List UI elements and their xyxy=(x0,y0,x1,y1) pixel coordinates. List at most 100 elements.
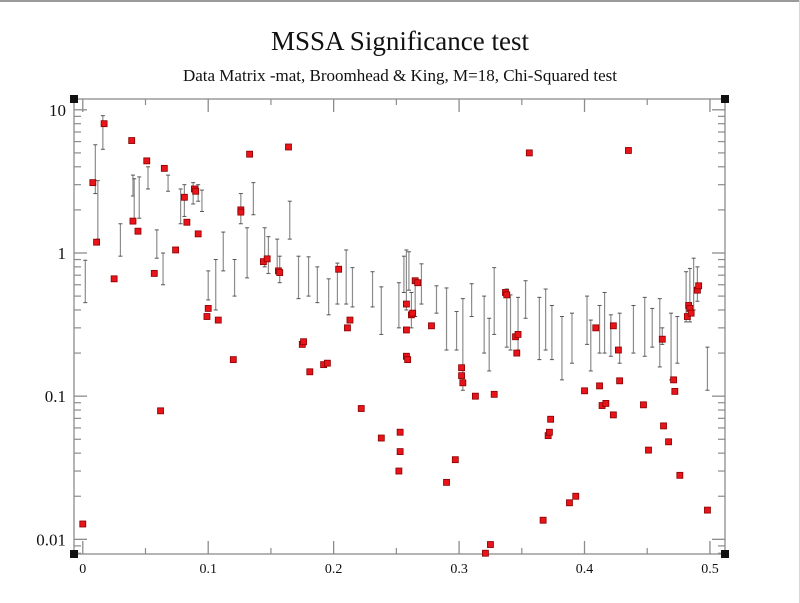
error-bar xyxy=(93,144,98,195)
x-axis: 0 0.1 0.2 0.3 0.4 0.5 xyxy=(79,99,719,577)
data-point xyxy=(704,506,711,514)
error-bar-series xyxy=(83,115,710,391)
y-tick-label: 10 xyxy=(49,101,66,120)
error-bar xyxy=(691,257,696,311)
data-point xyxy=(609,322,617,330)
x-tick-label: 0 xyxy=(79,562,86,577)
data-point xyxy=(357,405,365,412)
error-bar xyxy=(251,182,256,216)
error-bar xyxy=(154,229,159,259)
error-bar xyxy=(588,319,593,372)
y-tick-label: 0.01 xyxy=(36,530,66,549)
point-series xyxy=(79,120,711,557)
error-bar xyxy=(206,270,211,301)
y-tick-label: 1 xyxy=(58,244,67,263)
y-tick-label: 0.1 xyxy=(45,387,66,406)
y-axis: 0.01 0.1 1 10 xyxy=(36,101,725,554)
data-point xyxy=(134,227,142,235)
data-point xyxy=(660,422,667,430)
data-point xyxy=(671,387,679,395)
data-point xyxy=(203,313,211,320)
error-bar xyxy=(585,295,590,345)
data-point xyxy=(335,265,343,273)
data-point xyxy=(93,238,100,246)
error-bar xyxy=(508,294,513,351)
error-bar xyxy=(95,180,100,240)
plot-border xyxy=(73,98,726,555)
error-bar xyxy=(657,298,662,368)
error-bar xyxy=(406,251,411,291)
data-point xyxy=(581,387,588,395)
error-bar xyxy=(306,256,311,297)
error-bar xyxy=(245,227,250,279)
data-point xyxy=(616,377,624,385)
error-bar xyxy=(444,287,449,351)
chart-subtitle: Data Matrix -mat, Broomhead & King, M=18… xyxy=(182,66,618,85)
data-point xyxy=(490,390,498,398)
data-point xyxy=(513,349,521,357)
error-bar xyxy=(523,280,528,319)
error-bar xyxy=(315,266,320,304)
data-point xyxy=(214,316,222,324)
data-point xyxy=(658,335,666,343)
data-point xyxy=(609,411,617,419)
error-bar xyxy=(275,238,280,272)
data-point xyxy=(150,270,158,277)
error-bar xyxy=(379,286,384,335)
error-bar xyxy=(650,307,655,348)
data-point xyxy=(443,478,450,486)
data-point xyxy=(670,376,677,384)
error-bar xyxy=(543,288,548,351)
selection-handles xyxy=(70,95,729,558)
x-tick-label: 0.4 xyxy=(576,562,594,577)
window-top-border xyxy=(0,0,800,2)
x-tick-label: 0.2 xyxy=(325,562,343,577)
data-point xyxy=(128,137,136,144)
error-bar xyxy=(137,176,142,219)
error-bar xyxy=(569,312,574,364)
data-point xyxy=(547,415,555,423)
error-bar xyxy=(492,267,497,335)
error-bar xyxy=(199,189,204,212)
data-point xyxy=(625,147,632,154)
data-point xyxy=(676,471,684,479)
data-point xyxy=(204,305,212,312)
error-bar xyxy=(370,271,375,308)
data-point xyxy=(100,120,108,128)
error-bar xyxy=(232,259,237,297)
data-point xyxy=(183,218,191,226)
data-point xyxy=(566,499,573,507)
data-point xyxy=(404,356,412,364)
x-tick-label: 0.5 xyxy=(701,562,719,577)
data-point xyxy=(458,372,465,380)
data-point xyxy=(514,331,522,338)
data-point xyxy=(402,326,410,334)
data-point xyxy=(110,275,118,283)
data-point xyxy=(237,208,245,216)
data-point xyxy=(572,492,580,500)
error-bar xyxy=(631,304,636,354)
data-point xyxy=(645,446,652,454)
data-point xyxy=(395,467,403,475)
corner-handle xyxy=(721,95,729,103)
data-point xyxy=(409,309,417,317)
error-bar xyxy=(221,231,226,272)
chart-title: MSSA Significance test xyxy=(271,26,529,56)
data-point xyxy=(614,346,622,354)
error-bar xyxy=(419,263,424,305)
error-bar xyxy=(434,285,439,314)
error-bar xyxy=(608,314,613,357)
data-point xyxy=(180,193,188,201)
data-point xyxy=(344,324,351,332)
data-point xyxy=(525,149,533,157)
error-bar xyxy=(401,255,406,293)
data-point xyxy=(602,400,610,407)
data-point xyxy=(539,516,547,524)
error-bar xyxy=(454,311,459,351)
data-point xyxy=(482,549,489,557)
data-point xyxy=(640,401,647,409)
error-bar xyxy=(396,282,401,329)
error-bar xyxy=(504,288,509,348)
error-bar xyxy=(213,259,218,311)
data-point xyxy=(89,179,97,187)
